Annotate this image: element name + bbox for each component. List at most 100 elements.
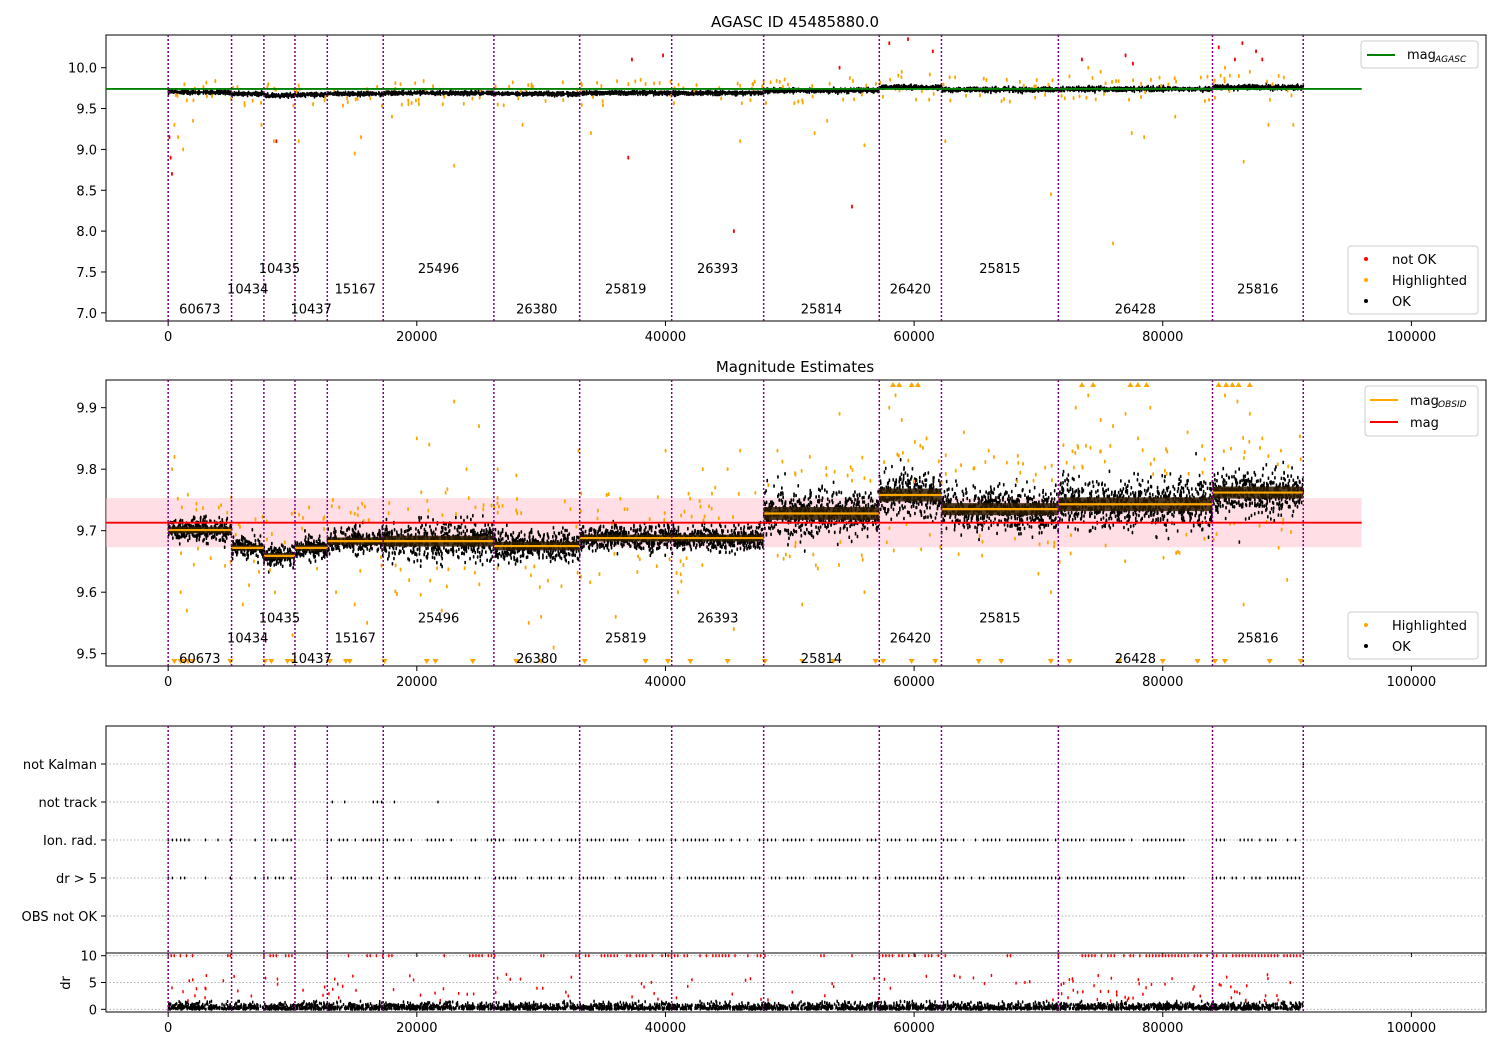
clipped-low-marker: [664, 659, 671, 664]
obsid-label: 25496: [418, 611, 459, 626]
x-tick-label: 60000: [893, 1021, 934, 1036]
panel1-title: AGASC ID 45485880.0: [711, 13, 879, 31]
obsid-label: 25819: [605, 632, 646, 647]
clipped-low-marker: [908, 659, 915, 664]
clipped-low-marker: [185, 659, 192, 664]
obsid-label: 26380: [516, 652, 557, 667]
clipped-low-marker: [284, 659, 291, 664]
clipped-low-marker: [1116, 659, 1123, 664]
clipped-high-marker: [1127, 382, 1134, 387]
clipped-low-marker: [1211, 659, 1218, 664]
not-ok-points: [168, 37, 1264, 234]
clipped-low-marker: [1047, 659, 1054, 664]
y-tick-label: 9.5: [76, 648, 97, 663]
clipped-low-marker: [190, 659, 197, 664]
y-tick-label: 8.5: [76, 184, 97, 199]
y-tick-label: 9.9: [76, 402, 97, 417]
x-tick-label: 40000: [645, 1021, 686, 1036]
legend-frame: [1347, 611, 1479, 660]
obsid-label: 25814: [801, 303, 842, 318]
panel2-title: Magnitude Estimates: [716, 358, 874, 376]
clipped-low-marker: [227, 659, 234, 664]
clipped-low-marker: [289, 659, 296, 664]
clipped-low-marker: [1066, 659, 1073, 664]
x-tick-label: 20000: [396, 330, 437, 345]
clipped-low-marker: [581, 659, 588, 664]
panel-agasc-magnitude: AGASC ID 45485880.0 0 20000 40000 60000 8000…: [68, 13, 1487, 345]
clipped-low-marker: [799, 659, 806, 664]
legend-sub: OBSID: [1438, 400, 1467, 410]
clipped-low-marker: [1159, 659, 1166, 664]
clipped-low-marker: [932, 659, 939, 664]
obsid-label: 25815: [979, 611, 1020, 626]
clipped-high-marker: [1090, 382, 1097, 387]
clipped-high-marker: [1134, 382, 1141, 387]
legend-label: OK: [1392, 640, 1411, 655]
x-tick-label: 80000: [1142, 330, 1183, 345]
clipped-low-marker: [724, 659, 731, 664]
clipped-low-marker: [346, 659, 353, 664]
x-tick-label: 20000: [396, 675, 437, 690]
legend-marker: [1364, 623, 1368, 627]
obsid-label: 26428: [1115, 303, 1156, 318]
obsid-label: 15167: [335, 632, 376, 647]
y-tick-label: 9.6: [76, 586, 97, 601]
y-tick-label: 8.0: [76, 225, 97, 240]
clipped-high-markers: [889, 382, 1253, 387]
obsid-label: 10435: [259, 262, 300, 277]
x-tick-label: 100000: [1387, 1021, 1437, 1036]
x-tick-label: 0: [164, 330, 172, 345]
legend-label: not OK: [1392, 253, 1437, 268]
legend-frame: [1360, 40, 1479, 69]
x-tick-label: 80000: [1142, 675, 1183, 690]
clipped-low-marker: [469, 659, 476, 664]
clipped-low-marker: [423, 659, 430, 664]
obsid-label: 26420: [890, 632, 931, 647]
obsid-label: 25819: [605, 282, 646, 297]
legend-marker: [1364, 299, 1368, 303]
x-tick-label: 40000: [645, 330, 686, 345]
flag-label: OBS not OK: [22, 910, 98, 925]
clipped-high-marker: [889, 382, 896, 387]
legend-sub: AGASC: [1434, 55, 1467, 65]
legend-label: mag: [1410, 394, 1439, 409]
legend-label: mag: [1410, 416, 1439, 431]
obsid-label: 26380: [516, 303, 557, 318]
legend-bottom: Highlighted OK: [1347, 611, 1479, 660]
clipped-low-marker: [268, 659, 275, 664]
y-tick-label: 9.5: [76, 103, 97, 118]
legend-top: mag AGASC: [1360, 40, 1479, 69]
obsid-label: 26393: [697, 262, 738, 277]
legend-label: OK: [1392, 295, 1411, 310]
obsid-label: 10435: [259, 611, 300, 626]
x-tick-label: 40000: [645, 675, 686, 690]
clipped-low-marker: [432, 659, 439, 664]
x-tick-label: 80000: [1142, 1021, 1183, 1036]
y-tick-label: 10: [80, 950, 97, 965]
clipped-low-marker: [326, 659, 333, 664]
highlighted-points: [171, 393, 1302, 650]
clipped-low-marker: [975, 659, 982, 664]
legend-marker: [1364, 644, 1368, 648]
clipped-low-marker: [538, 659, 545, 664]
clipped-high-marker: [1246, 382, 1253, 387]
obsid-label: 10437: [290, 303, 331, 318]
dr-ok-points: [167, 999, 1304, 1011]
clipped-high-marker: [1235, 382, 1242, 387]
clipped-low-marker: [872, 659, 879, 664]
dr-not-ok-points: [170, 954, 1301, 1003]
legend-label: mag: [1407, 48, 1436, 63]
flag-label: dr > 5: [56, 872, 97, 887]
x-tick-label: 60000: [893, 675, 934, 690]
y-tick-label: 5: [89, 977, 97, 992]
flag-label: not track: [38, 796, 97, 811]
obsid-label: 60673: [179, 303, 220, 318]
legend-bottom: not OK Highlighted OK: [1347, 245, 1479, 315]
y-tick-label: 10.0: [68, 62, 97, 77]
clipped-low-marker: [642, 659, 649, 664]
x-tick-label: 60000: [893, 330, 934, 345]
obsid-label: 25816: [1237, 282, 1278, 297]
obsid-label: 26393: [697, 611, 738, 626]
y-tick-label: 7.5: [76, 266, 97, 281]
flag-points: [331, 800, 439, 804]
